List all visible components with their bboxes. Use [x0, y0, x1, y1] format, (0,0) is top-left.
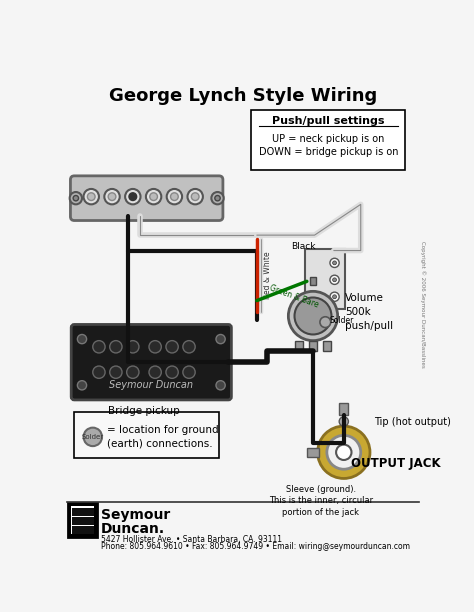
Text: Push/pull settings: Push/pull settings: [272, 116, 384, 126]
Text: Red & White: Red & White: [263, 252, 272, 299]
Circle shape: [183, 366, 195, 378]
Circle shape: [216, 335, 225, 344]
Circle shape: [129, 193, 137, 201]
Text: Sleeve (ground).
This is the inner, circular
portion of the jack: Sleeve (ground). This is the inner, circ…: [269, 485, 373, 517]
Text: Phone: 805.964.9610 • Fax: 805.964.9749 • Email: wiring@seymourduncan.com: Phone: 805.964.9610 • Fax: 805.964.9749 …: [101, 542, 410, 551]
Circle shape: [93, 341, 105, 353]
Circle shape: [77, 381, 87, 390]
Text: Green & Bare: Green & Bare: [268, 284, 320, 310]
Bar: [295, 341, 303, 351]
Bar: [307, 447, 319, 457]
Circle shape: [330, 258, 339, 267]
Text: Black: Black: [292, 242, 316, 251]
Text: Duncan.: Duncan.: [101, 521, 165, 536]
Text: Bridge pickup: Bridge pickup: [108, 406, 180, 416]
Circle shape: [336, 444, 352, 460]
Circle shape: [166, 341, 178, 353]
Circle shape: [188, 189, 203, 204]
Circle shape: [318, 426, 370, 479]
Bar: [71, 506, 94, 534]
Text: 5427 Hollister Ave. • Santa Barbara, CA. 93111: 5427 Hollister Ave. • Santa Barbara, CA.…: [101, 535, 282, 544]
Circle shape: [83, 189, 99, 204]
Text: OUTPUT JACK: OUTPUT JACK: [352, 457, 441, 469]
Text: Seymour Duncan: Seymour Duncan: [109, 380, 193, 390]
Text: UP = neck pickup is on: UP = neck pickup is on: [272, 134, 384, 144]
FancyBboxPatch shape: [251, 110, 405, 171]
Circle shape: [166, 366, 178, 378]
FancyBboxPatch shape: [74, 412, 219, 458]
Circle shape: [330, 292, 339, 301]
Circle shape: [109, 341, 122, 353]
Text: Volume
500k
push/pull: Volume 500k push/pull: [346, 293, 393, 331]
Bar: [339, 403, 348, 416]
Circle shape: [77, 335, 87, 344]
FancyBboxPatch shape: [71, 324, 231, 400]
Bar: [72, 518, 93, 525]
Circle shape: [127, 341, 139, 353]
Text: = location for ground
(earth) connections.: = location for ground (earth) connection…: [107, 425, 218, 449]
Text: George Lynch Style Wiring: George Lynch Style Wiring: [109, 88, 377, 105]
Bar: [309, 341, 317, 351]
Circle shape: [330, 275, 339, 285]
Circle shape: [167, 189, 182, 204]
FancyBboxPatch shape: [71, 176, 223, 220]
Text: Seymour: Seymour: [101, 509, 171, 523]
Circle shape: [183, 341, 195, 353]
Circle shape: [339, 417, 348, 426]
Circle shape: [333, 295, 337, 299]
Circle shape: [149, 366, 161, 378]
Text: Solder: Solder: [82, 434, 104, 440]
Circle shape: [108, 193, 116, 201]
Circle shape: [146, 189, 161, 204]
Bar: [305, 249, 346, 309]
Circle shape: [87, 193, 95, 201]
Circle shape: [70, 192, 82, 204]
Circle shape: [109, 366, 122, 378]
Circle shape: [127, 366, 139, 378]
Circle shape: [83, 428, 102, 446]
Bar: [72, 526, 93, 534]
Text: DOWN = bridge pickup is on: DOWN = bridge pickup is on: [259, 147, 398, 157]
Circle shape: [288, 291, 337, 341]
Circle shape: [333, 261, 337, 265]
Bar: [72, 509, 93, 516]
Circle shape: [320, 317, 331, 327]
Text: Copyright © 2006 Seymour Duncan/Basslines: Copyright © 2006 Seymour Duncan/Bassline…: [419, 241, 425, 368]
Circle shape: [104, 189, 120, 204]
Circle shape: [73, 195, 79, 201]
Bar: [323, 341, 331, 351]
Text: Tip (hot output): Tip (hot output): [374, 417, 451, 427]
Circle shape: [333, 278, 337, 282]
Circle shape: [327, 435, 361, 469]
Bar: [310, 277, 316, 285]
Circle shape: [93, 366, 105, 378]
Circle shape: [216, 381, 225, 390]
Circle shape: [191, 193, 199, 201]
Text: Solder: Solder: [329, 316, 354, 325]
Circle shape: [149, 341, 161, 353]
Bar: [68, 503, 97, 537]
Circle shape: [171, 193, 178, 201]
Circle shape: [211, 192, 224, 204]
Circle shape: [294, 297, 331, 335]
Circle shape: [150, 193, 157, 201]
Circle shape: [125, 189, 140, 204]
Circle shape: [215, 195, 220, 201]
